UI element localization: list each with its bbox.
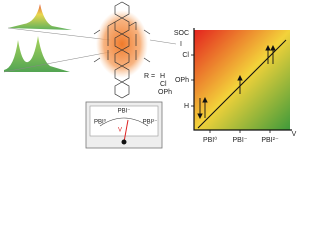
y-label: H [184, 103, 189, 110]
x-label: PBI²⁻ [261, 137, 279, 144]
x-axis-label: V [292, 131, 297, 138]
x-label: PBI⁰ [203, 136, 217, 144]
molecule [93, 1, 177, 99]
meter-right-label: PBI²⁻ [143, 120, 158, 126]
y-axis-label: SOC [174, 30, 189, 37]
meter-left-label: PBI⁰ [94, 119, 107, 126]
r-label: R = [144, 73, 155, 80]
spectra [3, 4, 111, 73]
y-label: Cl [182, 52, 189, 59]
graphical-abstract: I R = H Cl OPh PBI⁰ PBI⁻ PBI²⁻ V SOC Cl … [3, 1, 297, 149]
soc-plot [191, 28, 292, 133]
voltmeter [85, 101, 163, 149]
x-label: PBI⁻ [233, 137, 248, 144]
meter-unit-label: V [118, 128, 122, 134]
substituent: OPh [158, 89, 172, 96]
meter-top-label: PBI⁻ [118, 109, 131, 115]
intensity-label: I [180, 41, 182, 48]
substituent: H [160, 73, 165, 80]
substituent: Cl [160, 81, 167, 88]
y-label: OPh [175, 77, 189, 84]
